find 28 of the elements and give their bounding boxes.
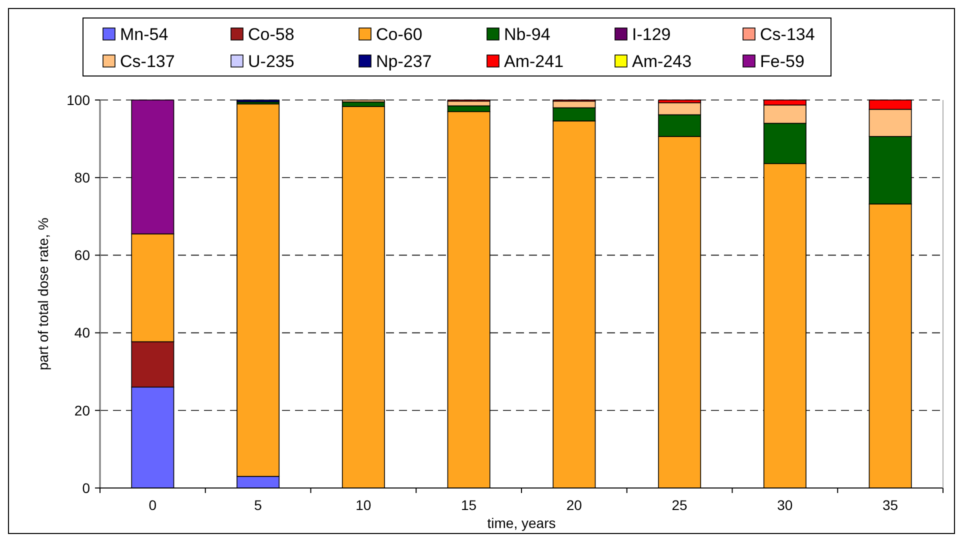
legend-label: U-235 bbox=[248, 52, 294, 71]
legend-label: Nb-94 bbox=[504, 25, 550, 44]
y-tick-label: 100 bbox=[66, 92, 90, 108]
legend-label: Np-237 bbox=[376, 52, 432, 71]
x-tick-label: 35 bbox=[882, 497, 898, 513]
x-tick-label: 30 bbox=[777, 497, 793, 513]
legend-label: Co-60 bbox=[376, 25, 422, 44]
legend-label: Fe-59 bbox=[760, 52, 804, 71]
x-tick-label: 5 bbox=[254, 497, 262, 513]
legend-label: Co-58 bbox=[248, 25, 294, 44]
legend-label: I-129 bbox=[632, 25, 671, 44]
x-axis-title: time, years bbox=[487, 515, 556, 531]
y-axis-title: part of total dose rate, % bbox=[35, 218, 51, 370]
legend-label: Cs-137 bbox=[120, 52, 175, 71]
legend-label: Cs-134 bbox=[760, 25, 815, 44]
legend-label: Am-243 bbox=[632, 52, 692, 71]
y-tick-label: 80 bbox=[74, 170, 90, 186]
x-tick-label: 20 bbox=[566, 497, 582, 513]
legend-label: Am-241 bbox=[504, 52, 564, 71]
y-tick-label: 40 bbox=[74, 324, 90, 341]
y-tick-label: 0 bbox=[82, 480, 90, 496]
y-tick-label: 60 bbox=[74, 247, 90, 264]
x-tick-label: 10 bbox=[356, 497, 372, 513]
x-tick-label: 0 bbox=[148, 497, 157, 513]
x-tick-label: 25 bbox=[672, 497, 688, 513]
y-tick-label: 20 bbox=[74, 402, 90, 418]
x-tick-label: 15 bbox=[461, 497, 477, 513]
legend-label: Mn-54 bbox=[120, 25, 168, 44]
